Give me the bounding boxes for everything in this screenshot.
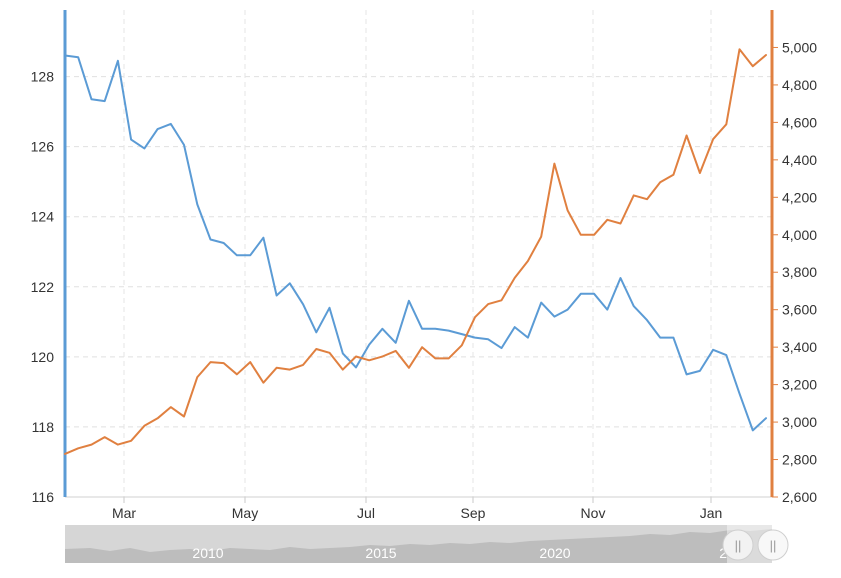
x-tick-label: Jul: [357, 505, 375, 521]
x-tick-label: Mar: [112, 505, 136, 521]
right-y-tick-label: 4,200: [782, 189, 817, 205]
navigator-area: [65, 529, 772, 563]
left-y-tick-label: 120: [31, 349, 55, 365]
left-axis-series-line: [64, 54, 767, 432]
left-y-tick-label: 122: [31, 279, 55, 295]
right-y-tick-label: 4,800: [782, 77, 817, 93]
right-y-tick-label: 2,600: [782, 489, 817, 505]
left-y-tick-label: 124: [31, 209, 55, 225]
right-y-tick-label: 4,000: [782, 227, 817, 243]
handle-left-grip-icon: ||: [735, 538, 742, 553]
handle-right-grip-icon: ||: [770, 538, 777, 553]
right-y-tick-label: 4,400: [782, 152, 817, 168]
navigator-label-2020: 2020: [539, 545, 570, 561]
right-y-tick-label: 3,200: [782, 377, 817, 393]
left-y-tick-label: 126: [31, 139, 55, 155]
right-y-tick-label: 3,400: [782, 339, 817, 355]
right-y-tick-label: 3,800: [782, 264, 817, 280]
x-tick-label: Jan: [700, 505, 723, 521]
left-y-tick-label: 128: [31, 69, 55, 85]
x-axis: Mar May Jul Sep Nov Jan: [65, 496, 772, 521]
right-y-tick-label: 5,000: [782, 39, 817, 55]
grid-layer: [65, 10, 772, 497]
x-tick-label: Sep: [461, 505, 486, 521]
navigator-label-2015: 2015: [365, 545, 396, 561]
x-tick-label: May: [232, 505, 258, 521]
navigator-label-2010: 2010: [192, 545, 223, 561]
right-y-tick-label: 3,600: [782, 302, 817, 318]
navigator-handle-right[interactable]: ||: [757, 529, 789, 561]
right-y-tick-label: 4,600: [782, 114, 817, 130]
right-axis-series-line: [64, 48, 767, 455]
time-navigator[interactable]: 2010 2015 2020 20 || ||: [65, 525, 789, 563]
left-y-axis: 116 118 120 122 124 126 128: [31, 10, 67, 505]
right-y-axis: 2,600 2,800 3,000 3,200 3,400 3,600 3,800 4,000…: [770, 10, 817, 505]
x-tick-label: Nov: [581, 505, 606, 521]
left-y-tick-label: 118: [32, 419, 55, 435]
series-layer: [64, 48, 767, 455]
right-y-tick-label: 2,800: [782, 452, 817, 468]
right-y-tick-label: 3,000: [782, 414, 817, 430]
left-y-tick-label: 116: [32, 489, 55, 505]
navigator-handle-left[interactable]: ||: [722, 529, 754, 561]
